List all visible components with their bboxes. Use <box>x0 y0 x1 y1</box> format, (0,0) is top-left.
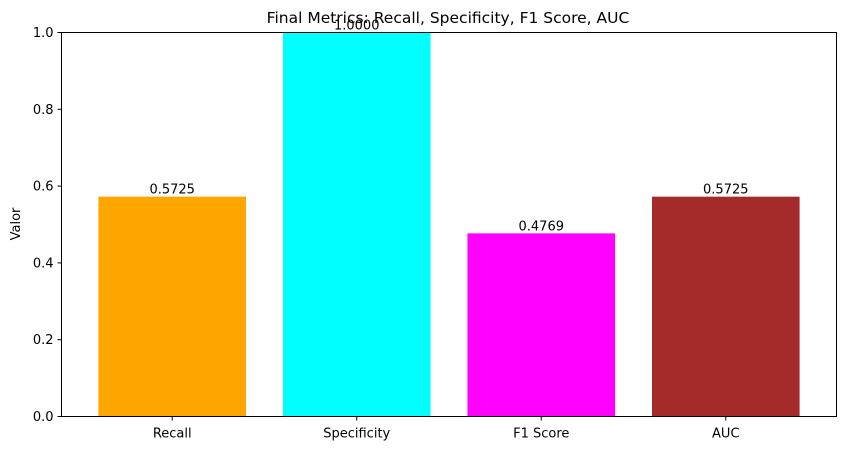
chart-title: Final Metrics: Recall, Specificity, F1 S… <box>267 9 630 27</box>
y-tick-label: 0.6 <box>33 180 54 195</box>
x-tick-label: Recall <box>153 427 192 442</box>
y-tick-label: 0.4 <box>33 256 54 271</box>
data-label: 0.4769 <box>519 219 565 234</box>
x-tick-label: AUC <box>712 427 740 442</box>
y-tick-label: 1.0 <box>33 26 54 41</box>
y-tick-label: 0.8 <box>33 103 54 118</box>
x-tick-label: F1 Score <box>513 427 569 442</box>
plot-frame <box>61 32 837 417</box>
bar-recall <box>98 196 247 417</box>
data-label: 1.0000 <box>334 19 380 34</box>
y-tick-label: 0.0 <box>33 410 54 425</box>
data-label: 0.5725 <box>149 183 195 198</box>
y-axis-label: Valor <box>9 207 24 240</box>
data-label: 0.5725 <box>703 183 749 198</box>
x-tick-label: Specificity <box>323 427 390 442</box>
y-tick-label: 0.2 <box>33 333 54 348</box>
bar-f1-score <box>467 233 616 417</box>
bar-specificity <box>282 32 431 417</box>
bar-auc <box>651 196 800 417</box>
